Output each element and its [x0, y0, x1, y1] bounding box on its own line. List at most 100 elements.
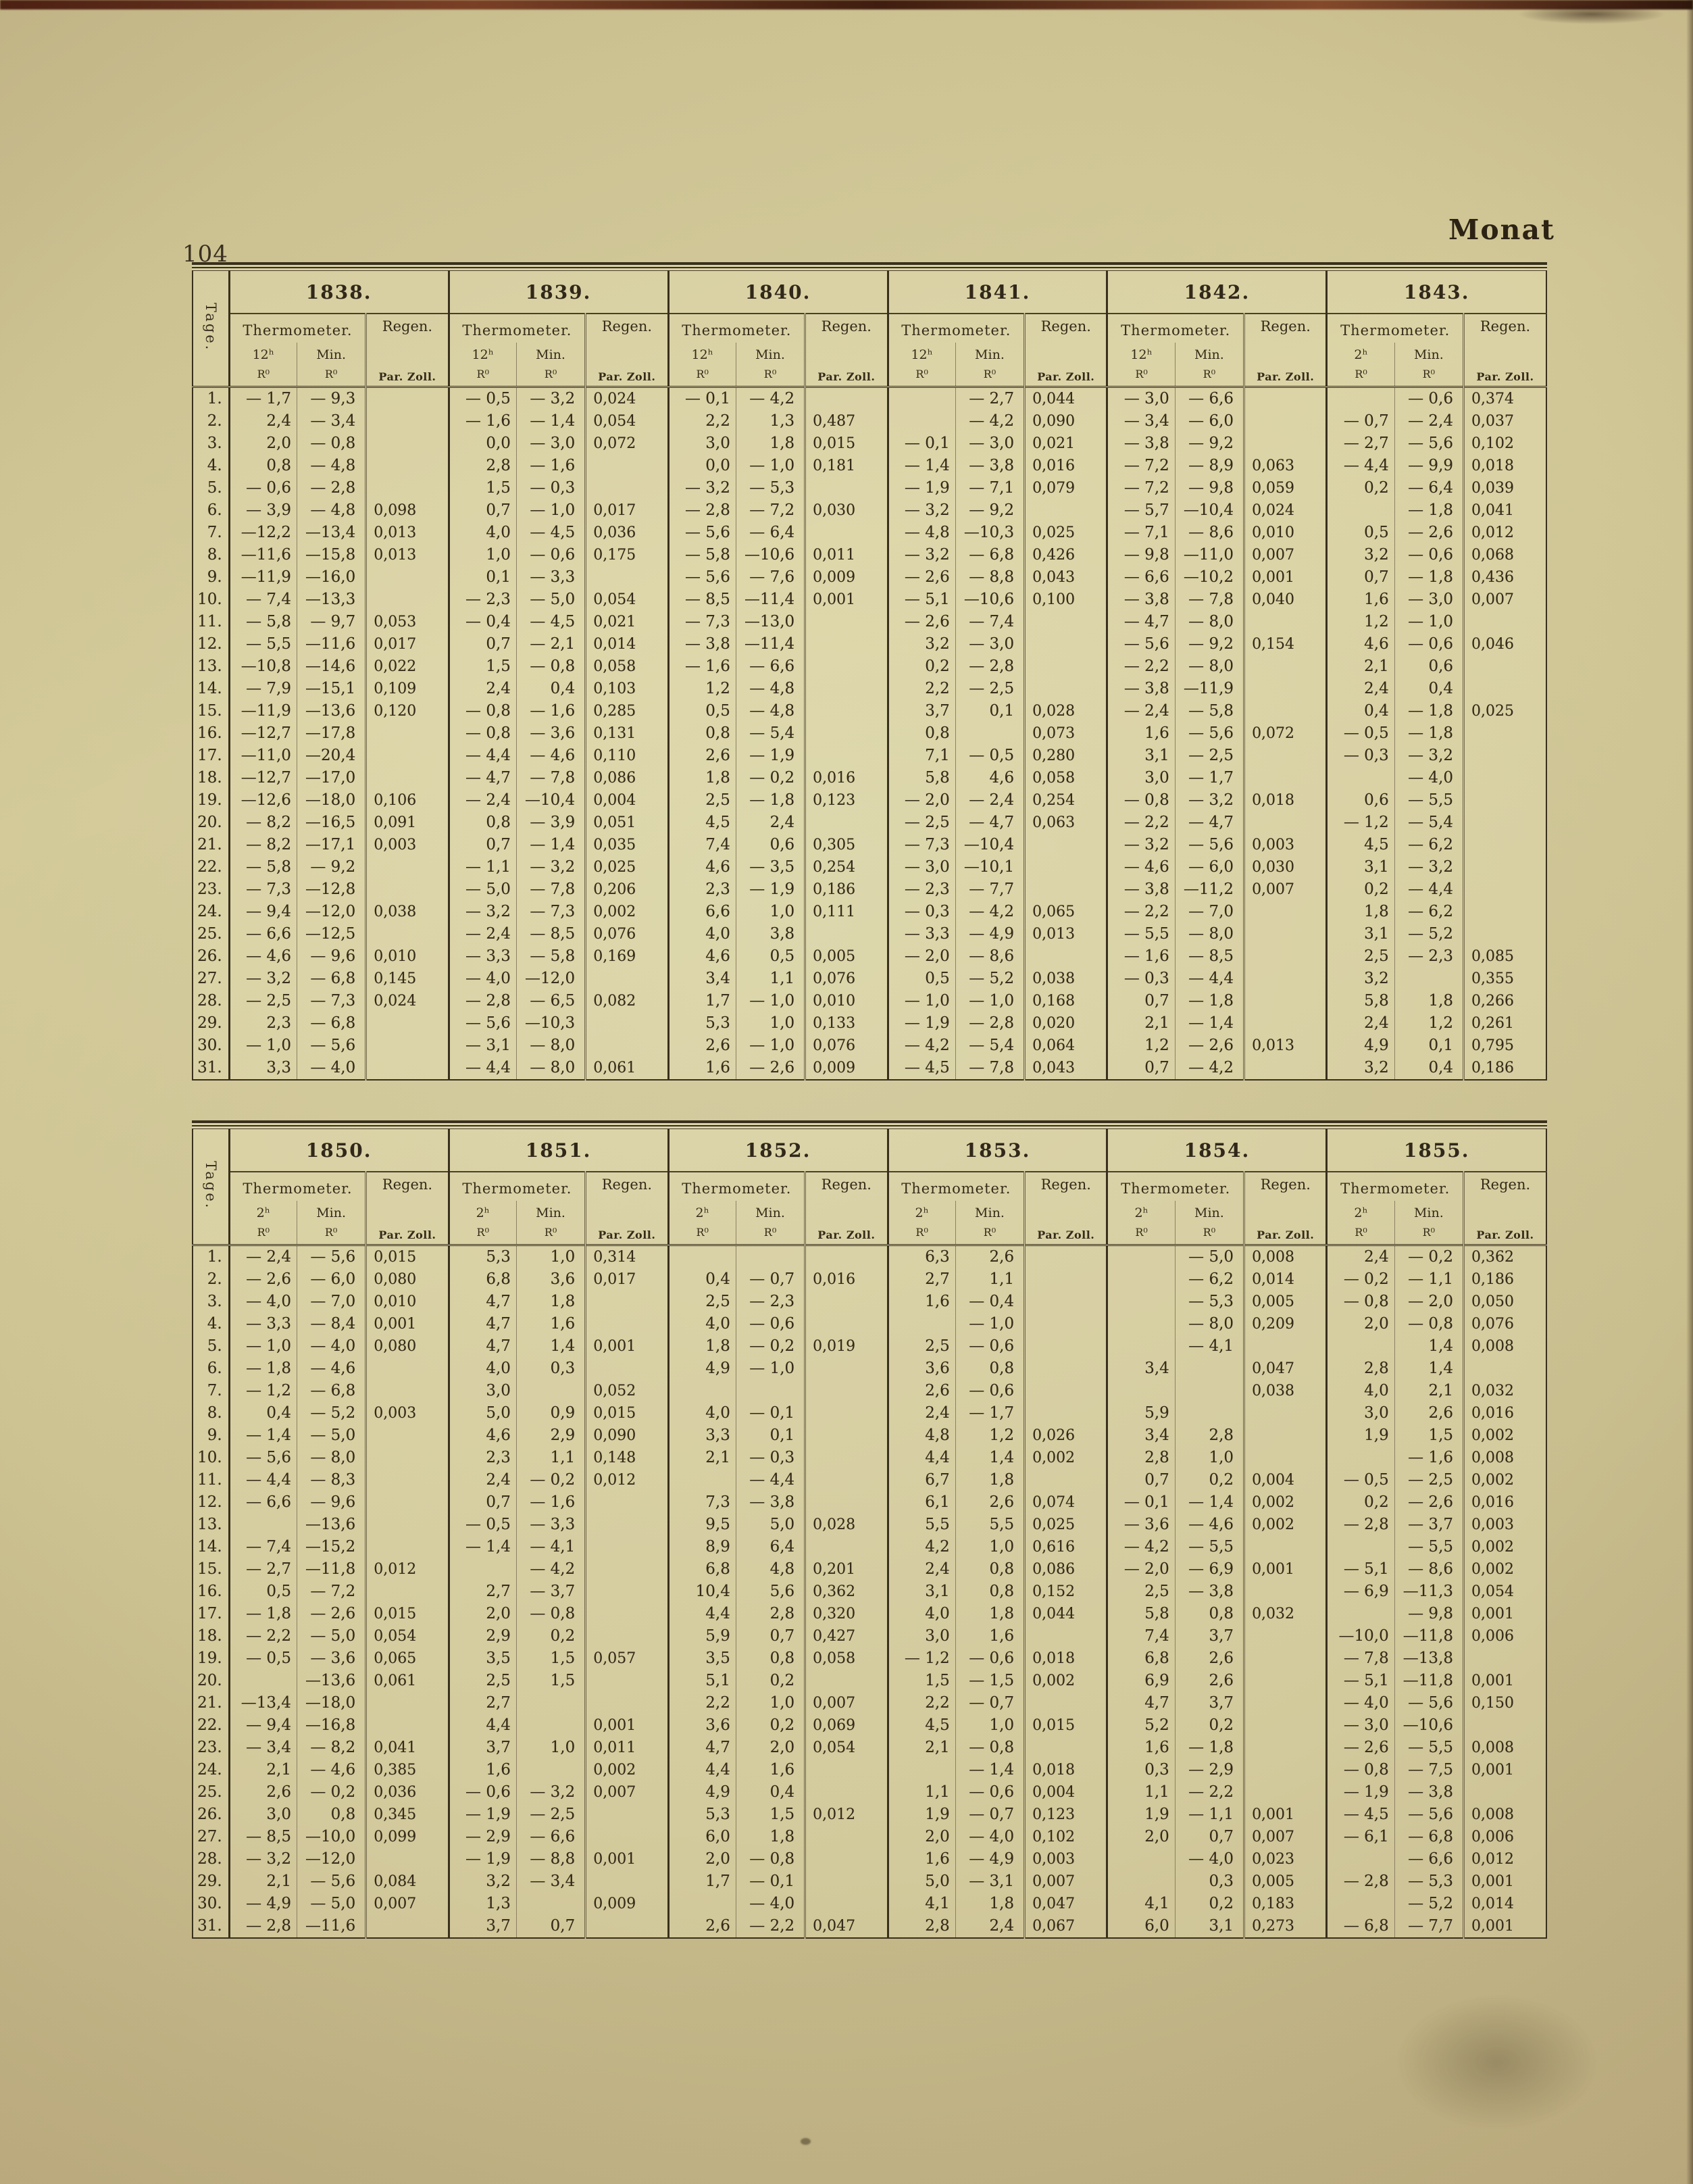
day-number: 20.	[197, 814, 222, 831]
rain-cell: 0,273	[1243, 1915, 1327, 1938]
temp-cell: 6,0	[1106, 1915, 1176, 1938]
rain-cell	[1024, 1291, 1107, 1313]
temp-cell: 7,4	[667, 834, 736, 856]
rain-cell	[1024, 633, 1107, 655]
min-temp-cell: — 1,4	[1174, 1012, 1244, 1035]
table-row: 19. — 0,5— 3,6 0,065 3,5 1,5 0,057 3,5 0,8 0,058…	[193, 1647, 1546, 1670]
temp-cell: — 2,5	[886, 812, 956, 834]
temp-cell: 4,1	[1106, 1893, 1176, 1915]
min-temp-cell: 0,1	[955, 700, 1025, 722]
year-label: 1842.	[1184, 280, 1250, 303]
temp-cell: —10,0	[1325, 1625, 1395, 1647]
min-temp-cell: 2,4	[735, 812, 805, 834]
table-row: 7. — 1,2— 6,8 3,0 0,052 2,6— 0,6 0,038 4,0 2,1 0…	[193, 1380, 1546, 1402]
rain-cell: 0,041	[1463, 499, 1546, 522]
table-row: 5. — 0,6— 2,8 1,5— 0,3 — 3,2— 5,3 — 1,9— 7,1…	[193, 477, 1546, 499]
temp-cell: — 2,2	[1106, 901, 1176, 923]
hour-header: 2ʰ R⁰	[228, 1201, 297, 1245]
temp-cell: — 2,0	[886, 945, 956, 968]
rain-cell	[1243, 1625, 1327, 1647]
day-column-header: Tage.	[193, 1129, 229, 1245]
temp-cell: 3,2	[1325, 968, 1395, 990]
temp-cell: 4,5	[1325, 834, 1395, 856]
temp-cell: — 0,1	[667, 386, 736, 410]
temp-cell: 1,8	[667, 767, 736, 789]
min-temp-cell: — 7,0	[1174, 901, 1244, 923]
rain-cell	[804, 611, 888, 633]
min-temp-cell: — 5,6	[296, 1035, 366, 1057]
temp-cell: 2,3	[228, 1012, 297, 1035]
temp-cell: 4,6	[667, 856, 736, 878]
rain-cell: 0,003	[1024, 1848, 1107, 1870]
temp-cell: 2,0	[886, 1826, 956, 1848]
rain-unit-label: Par. Zoll.	[1257, 370, 1315, 383]
rain-header-box: Regen. Par. Zoll.	[367, 314, 447, 386]
min-temp-cell: — 5,0	[1174, 1244, 1244, 1268]
temp-cell: 1,9	[886, 1804, 956, 1826]
min-temp-cell: 0,2	[735, 1670, 805, 1692]
day-number: 25.	[197, 925, 222, 943]
temp-cell: 4,6	[667, 945, 736, 968]
table-row: 19. —12,6 —18,0 0,106— 2,4 —10,4 0,004 2,5— 1,…	[193, 789, 1546, 812]
temp-cell: — 7,1	[1106, 522, 1176, 544]
temp-cell: 2,0	[228, 432, 297, 455]
min-temp-cell: — 7,3	[515, 901, 586, 923]
rain-cell: 0,044	[1024, 1603, 1107, 1625]
min-temp-cell: — 1,6	[515, 700, 586, 722]
day-number: 24.	[197, 1761, 222, 1779]
temp-cell: 1,2	[1325, 611, 1395, 633]
rain-cell: 0,616	[1024, 1536, 1107, 1558]
year-header: 1855.	[1325, 1128, 1546, 1172]
rain-cell: 0,063	[1024, 812, 1107, 834]
rain-cell	[1024, 1313, 1107, 1335]
min-temp-cell: — 7,2	[735, 499, 805, 522]
temp-cell: — 1,8	[228, 1603, 297, 1625]
min-label: Min.	[536, 347, 565, 363]
rain-cell	[1243, 1335, 1327, 1358]
table-row: 7. —12,2 —13,4 0,013 4,0— 4,5 0,036— 5,6— 6,4…	[193, 522, 1546, 544]
min-temp-cell: — 0,6	[955, 1781, 1025, 1804]
temp-cell: — 1,6	[1106, 945, 1176, 968]
temp-cell: 4,0	[667, 923, 736, 945]
rain-cell: 0,003	[1243, 834, 1327, 856]
temp-cell: 3,0	[667, 432, 736, 455]
temp-cell: — 3,3	[886, 923, 956, 945]
rain-cell: 0,795	[1463, 1035, 1546, 1057]
temp-cell: — 1,4	[886, 455, 956, 477]
temp-cell	[667, 1244, 736, 1268]
min-temp-cell: — 6,0	[1174, 856, 1244, 878]
min-temp-cell: — 4,2	[1174, 1057, 1244, 1080]
rain-cell	[1463, 767, 1546, 789]
temp-cell: — 2,7	[1325, 432, 1395, 455]
temp-cell: — 1,1	[447, 856, 517, 878]
min-temp-cell: — 0,2	[515, 1469, 586, 1491]
min-temp-cell: —12,8	[296, 878, 366, 901]
year-label: 1854.	[1184, 1139, 1250, 1162]
hour-header: 2ʰ R⁰	[886, 1201, 956, 1245]
day-number: 7.	[207, 524, 222, 541]
min-temp-cell: — 0,6	[955, 1335, 1025, 1358]
rain-cell: 0,017	[365, 633, 449, 655]
rain-cell: 0,019	[804, 1335, 888, 1358]
rain-cell	[365, 566, 449, 589]
rain-label: Regen.	[601, 1176, 653, 1193]
rain-cell	[804, 655, 888, 678]
min-temp-cell: — 0,6	[515, 544, 586, 566]
reaumur-unit-label: R⁰	[476, 368, 489, 381]
rain-cell: 0,054	[1463, 1581, 1546, 1603]
rain-cell	[365, 878, 449, 901]
rain-cell: 0,061	[365, 1670, 449, 1692]
min-temp-cell: — 5,0	[296, 1893, 366, 1915]
table-row: 3. — 4,0— 7,0 0,010 4,7 1,8 2,5— 2,3 1,6— 0,4 —…	[193, 1291, 1546, 1313]
rain-cell	[1024, 1469, 1107, 1491]
temp-cell: 3,6	[886, 1358, 956, 1380]
temp-cell	[1325, 1335, 1395, 1358]
temp-cell: 4,8	[886, 1424, 956, 1447]
day-number: 10.	[197, 591, 222, 608]
rain-cell	[365, 432, 449, 455]
rain-unit-label: Par. Zoll.	[1476, 1228, 1534, 1241]
min-temp-cell: — 2,9	[1174, 1759, 1244, 1781]
reaumur-unit-label: R⁰	[544, 368, 557, 381]
min-temp-cell: — 1,4	[955, 1759, 1025, 1781]
rain-cell	[1243, 1424, 1327, 1447]
